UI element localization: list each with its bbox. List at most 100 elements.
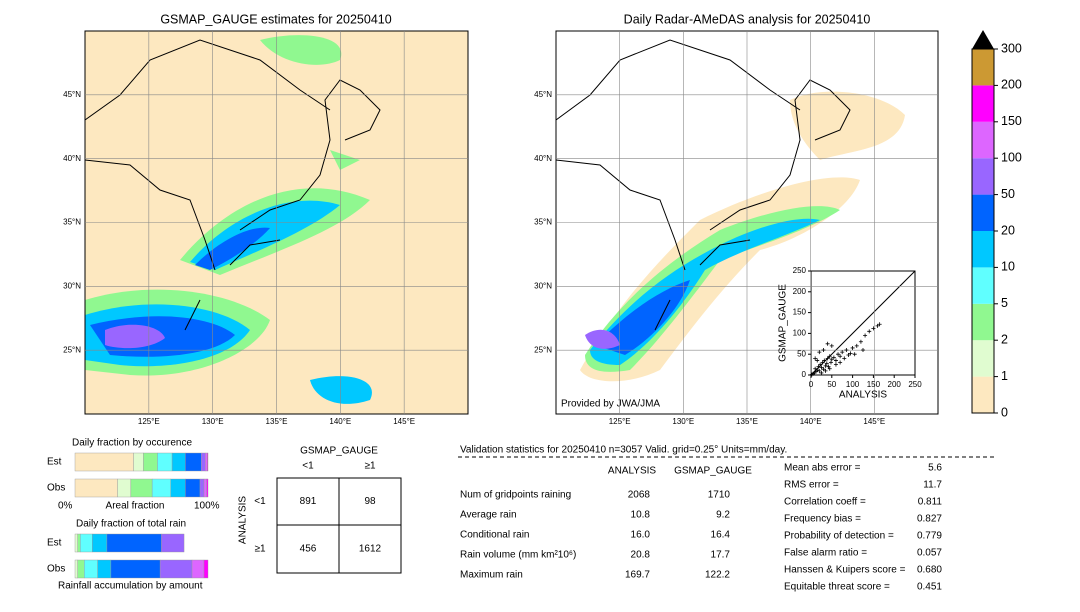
fraction-segment <box>157 452 173 472</box>
stat-value: 169.7 <box>625 570 650 581</box>
colorbar-label: 100 <box>1001 150 1022 164</box>
stat-value: 20.8 <box>631 550 651 561</box>
scatter-point <box>838 360 843 365</box>
fraction-segment <box>84 559 98 579</box>
fraction-segment <box>199 478 205 498</box>
score-label: False alarm ratio = <box>784 548 867 559</box>
credit: Provided by JWA/JMA <box>561 399 660 410</box>
fraction-segment <box>74 452 134 472</box>
scatter-point <box>858 339 863 344</box>
scatter-point <box>825 341 830 346</box>
x-axis-label: ANALYSIS <box>839 390 887 401</box>
fraction-segment <box>97 559 112 579</box>
fraction-segment <box>161 533 185 553</box>
table-title: GSMAP_GAUGE <box>300 446 378 457</box>
colorbar-segment <box>972 121 994 159</box>
y-tick-label: 25°N <box>63 345 81 354</box>
coastline <box>85 39 381 331</box>
y-axis-label: GSMAP_GAUGE <box>778 284 789 362</box>
scatter-point <box>877 322 882 327</box>
colorbar-label: 1 <box>1001 369 1008 383</box>
scatter-point <box>875 323 880 328</box>
score-label: Hanssen & Kuipers score = <box>784 565 906 576</box>
scatter-point <box>861 348 865 353</box>
y-tick-label: 35°N <box>63 218 81 227</box>
score-label: RMS error = <box>784 480 839 491</box>
y-tick-label: 250 <box>793 266 807 275</box>
map-title: Daily Radar-AMeDAS analysis for 20250410 <box>624 12 871 26</box>
fraction-segment <box>206 478 209 498</box>
column-header: ANALYSIS <box>608 466 656 477</box>
stat-value: 122.2 <box>705 570 730 581</box>
fraction-segment <box>80 533 93 553</box>
x-tick-label: 0 <box>809 380 814 389</box>
y-tick-label: 30°N <box>63 281 81 290</box>
scatter-point <box>829 343 834 348</box>
coastline <box>556 39 851 331</box>
y-tick-label: 25°N <box>534 345 552 354</box>
x-tick-label: 50 <box>827 380 836 389</box>
colorbar-extend <box>972 30 994 49</box>
y-tick-label: 35°N <box>534 218 552 227</box>
row-label: Maximum rain <box>460 570 523 581</box>
scatter-point <box>819 365 824 370</box>
scatter-point <box>846 353 851 358</box>
scatter-point <box>844 348 849 353</box>
scatter-point <box>821 367 826 372</box>
table-cell: 1612 <box>359 544 382 555</box>
axis-label: 100% <box>194 501 220 512</box>
score-value: 0.451 <box>917 582 942 593</box>
scatter-point <box>867 329 872 334</box>
scatter-point <box>816 364 821 369</box>
scatter-point <box>813 366 818 371</box>
axis-label: 0% <box>58 501 73 512</box>
fraction-segment <box>191 559 205 579</box>
scatter-point <box>863 333 868 338</box>
panel-title: Daily fraction of total rain <box>76 519 186 530</box>
fraction-segment <box>77 559 85 579</box>
colorbar-segment <box>972 376 994 413</box>
colorbar-label: 5 <box>1001 296 1008 310</box>
fraction-segment <box>170 478 186 498</box>
stats-header: Validation statistics for 20250410 n=305… <box>460 445 787 456</box>
row-label: ≥1 <box>254 544 265 555</box>
axis-label: Rainfall accumulation by amount <box>58 581 203 592</box>
scatter-point <box>827 354 832 359</box>
y-tick-label: 45°N <box>534 90 552 99</box>
fraction-segment <box>159 559 193 579</box>
scatter-point <box>827 366 832 371</box>
column-label: ≥1 <box>364 461 375 472</box>
y-tick-label: 45°N <box>63 90 81 99</box>
fraction-segment <box>106 533 162 553</box>
x-tick-label: 135°E <box>736 417 758 426</box>
stat-value: 10.8 <box>631 510 651 521</box>
scatter-point <box>815 358 820 363</box>
fraction-segment <box>74 478 118 498</box>
scatter-point <box>817 368 822 373</box>
x-tick-label: 135°E <box>266 417 288 426</box>
x-tick-label: 140°E <box>329 417 351 426</box>
scatter-point <box>820 360 825 365</box>
x-tick-label: 250 <box>908 380 922 389</box>
y-tick-label: 40°N <box>63 154 81 163</box>
row-label: Est <box>47 457 62 468</box>
fraction-segment <box>201 452 206 472</box>
scatter-point <box>823 363 828 368</box>
column-label: <1 <box>302 461 314 472</box>
score-value: 0.680 <box>917 565 942 576</box>
y-tick-label: 100 <box>793 329 807 338</box>
row-label: <1 <box>254 496 266 507</box>
fraction-segment <box>77 533 81 553</box>
fraction-segment <box>110 559 161 579</box>
fraction-segment <box>117 478 132 498</box>
x-tick-label: 130°E <box>202 417 224 426</box>
score-value: 5.6 <box>928 463 942 474</box>
stat-value: 16.0 <box>631 530 651 541</box>
score-label: Equitable threat score = <box>784 582 890 593</box>
fraction-segment <box>185 478 201 498</box>
x-tick-label: 200 <box>888 380 902 389</box>
y-tick-label: 150 <box>793 308 807 317</box>
row-label: Rain volume (mm km²10⁶) <box>460 550 576 561</box>
score-label: Correlation coeff = <box>784 497 866 508</box>
colorbar-label: 300 <box>1001 41 1022 55</box>
